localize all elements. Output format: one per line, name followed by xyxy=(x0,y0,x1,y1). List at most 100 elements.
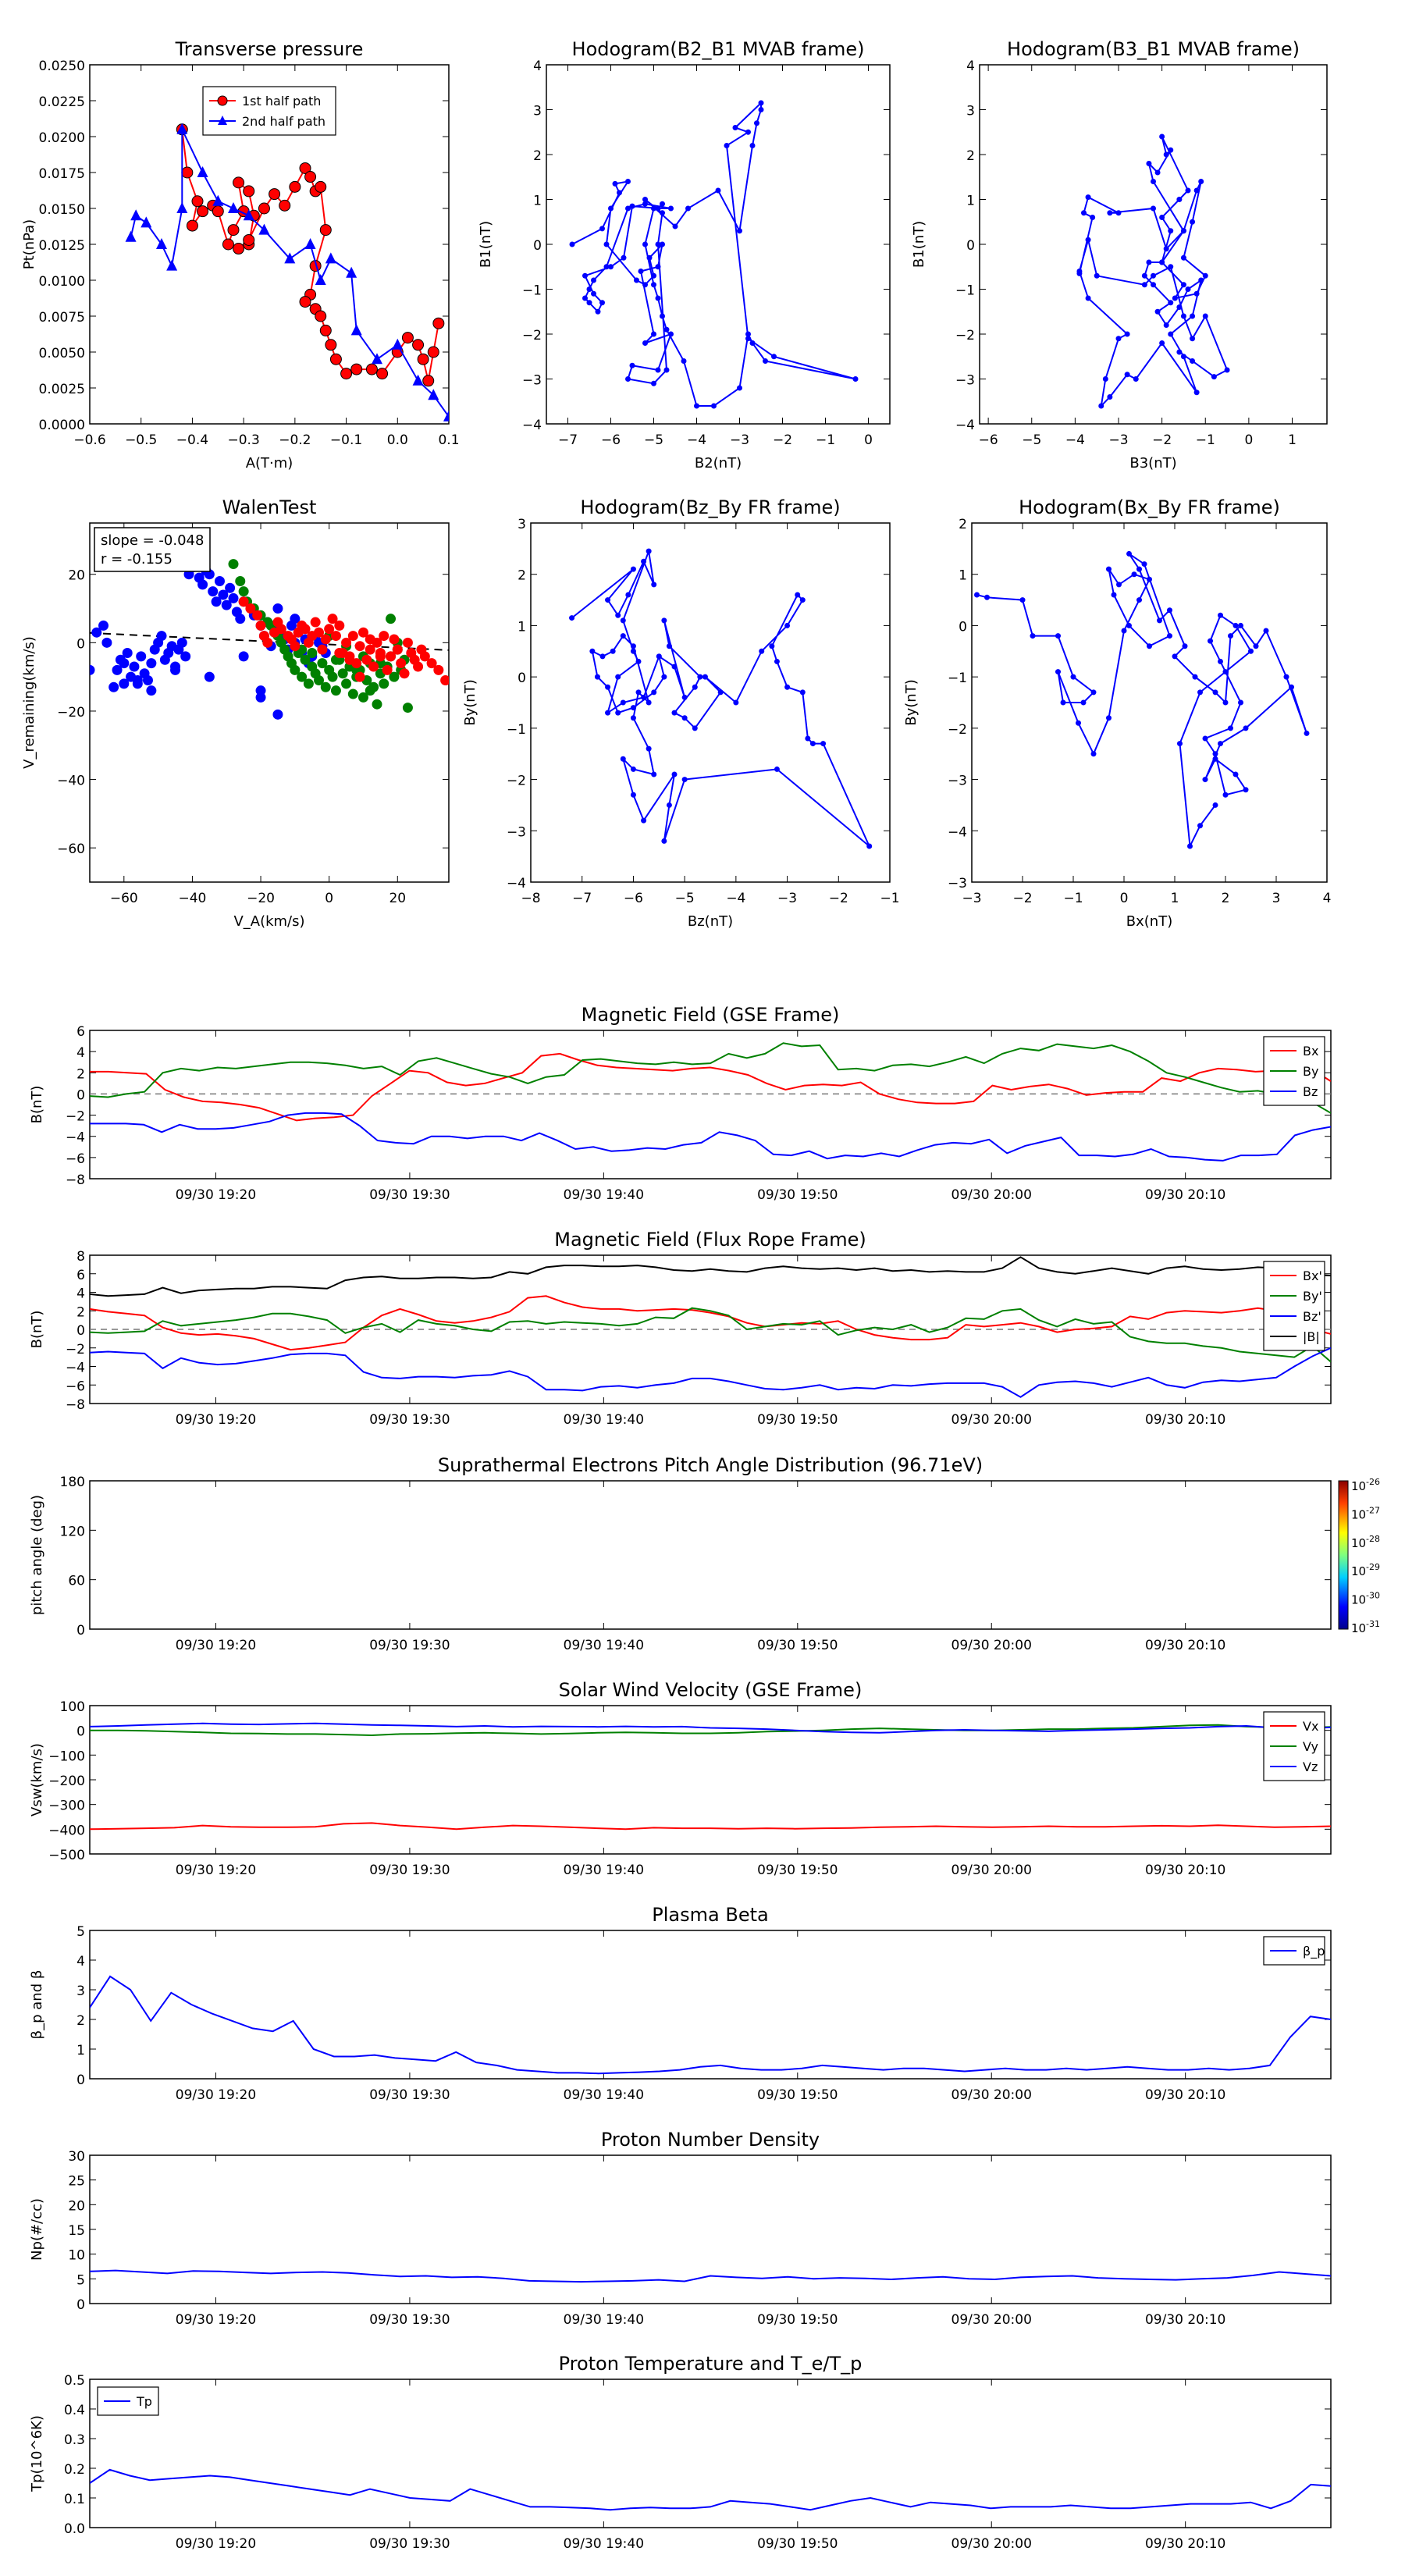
hodo_bzby-ytick-label: 3 xyxy=(518,517,526,532)
hodo_bzby-point xyxy=(625,592,631,598)
pad-colorbar-label: 10 xyxy=(1351,1507,1366,1521)
beta-xtick-label: 09/30 19:30 xyxy=(369,2087,450,2103)
hodo_bxby-point xyxy=(1106,715,1112,721)
hodo_b2b1-point xyxy=(599,300,605,306)
walen-xtick-label: −60 xyxy=(110,891,138,906)
hodo_b3b1-point xyxy=(1185,187,1191,194)
walen-point xyxy=(334,620,345,631)
hodo_bxby-point xyxy=(1243,787,1249,793)
transverse-point xyxy=(258,223,270,235)
mag_gse-xtick-label: 09/30 19:30 xyxy=(369,1187,450,1203)
pad-colorbar-label: 10 xyxy=(1351,1536,1366,1550)
mag_fr-ytick-label: −6 xyxy=(66,1379,85,1394)
density-panel: Proton Number Density 0 5 10 15 20 25 30 09/30 1… xyxy=(29,2129,1332,2328)
walen-point xyxy=(245,603,256,614)
walen-ytick-label: −40 xyxy=(57,774,85,789)
walen-xtick-label: −40 xyxy=(178,891,206,906)
mag_fr-ytick-label: −2 xyxy=(66,1342,85,1357)
hodo_b2b1-point xyxy=(651,205,656,212)
mag_fr-ytick-label: 2 xyxy=(76,1304,85,1320)
hodo_b3b1-panel: Hodogram(B3_B1 MVAB frame) −4 −3 −2 −1 0 1 2 3 4 −… xyxy=(911,38,1328,471)
hodo_bxby-point xyxy=(1197,823,1203,829)
transverse-ytick-label: 0.0225 xyxy=(39,94,85,110)
hodo_b2b1-point xyxy=(668,331,674,337)
walen-point xyxy=(382,664,393,675)
mag_gse-legend-label: Bx xyxy=(1303,1044,1318,1059)
hodo_b3b1-point xyxy=(1190,219,1196,225)
hodo_b3b1-point xyxy=(1190,336,1196,342)
hodo_b2b1-point xyxy=(660,313,665,319)
walen-point xyxy=(402,637,413,648)
hodo_bxby-ytick-label: 0 xyxy=(959,619,967,635)
vsw-legend-label: Vz xyxy=(1303,1759,1318,1774)
hodo_bzby-point xyxy=(620,699,626,706)
hodo_b2b1-point xyxy=(754,120,759,126)
hodo_bzby-point xyxy=(809,741,816,747)
walen-point xyxy=(146,658,157,669)
hodo_bzby-point xyxy=(666,643,672,649)
vsw-plot-area xyxy=(90,1722,1331,1831)
hodo_bzby-point xyxy=(733,699,739,706)
transverse-panel: Transverse pressure 0.0000 0.0025 0.0050 0.0… xyxy=(21,38,460,471)
vsw-legend-label: Vy xyxy=(1303,1739,1318,1754)
hodo_b2b1-point xyxy=(745,336,751,342)
hodo_b3b1-series-line xyxy=(1078,136,1229,408)
walen-point xyxy=(238,586,249,597)
hodo_bzby-point xyxy=(799,597,806,603)
vsw-xtick-label: 09/30 19:50 xyxy=(757,1863,838,1878)
transverse-ylabel: Pt(nPa) xyxy=(21,219,37,269)
hodo_bxby-point xyxy=(1126,550,1132,557)
hodo_bxby-point xyxy=(1232,771,1239,777)
hodo_bzby-point xyxy=(620,633,626,639)
mag_fr-ytick-label: 4 xyxy=(76,1286,85,1302)
transverse-point xyxy=(329,353,342,365)
walen-point xyxy=(341,678,352,689)
hodo_bxby-point xyxy=(1212,756,1218,762)
pad-xtick-label: 09/30 20:10 xyxy=(1145,1638,1225,1653)
walen-point xyxy=(392,644,403,655)
walen-axes-frame xyxy=(89,522,450,883)
walen-point xyxy=(214,575,225,586)
walen-point xyxy=(290,614,301,624)
hodo_b2b1-point xyxy=(599,226,605,232)
hodo_b3b1-ytick-label: −4 xyxy=(955,418,975,433)
hodo_bxby-ytick-label: −3 xyxy=(948,876,967,891)
walen-point xyxy=(426,658,437,669)
hodo_bzby-point xyxy=(605,710,611,716)
hodo_bzby-point xyxy=(630,643,636,649)
transverse-point xyxy=(186,219,198,232)
hodo_bzby-point xyxy=(784,684,791,690)
walen-point xyxy=(136,651,147,662)
hodo_b2b1-xtick-label: −1 xyxy=(816,432,835,448)
walen-point xyxy=(211,596,222,607)
hodo_bxby-point xyxy=(1222,669,1229,675)
hodo_b3b1-point xyxy=(1168,228,1174,234)
vsw-legend: Vx Vy Vz xyxy=(1263,1711,1325,1781)
hodo_b3b1-point xyxy=(1193,290,1200,297)
transverse-point xyxy=(243,233,255,246)
pad-colorbar-exponent: -26 xyxy=(1366,1477,1380,1487)
mag_fr-legend: Bx' By' Bz' |B| xyxy=(1263,1261,1325,1351)
hodo_bzby-point xyxy=(769,643,775,649)
walen-annotation-line: slope = -0.048 xyxy=(101,532,204,549)
hodo_bzby-point xyxy=(681,715,688,721)
pad-xtick-label: 09/30 19:50 xyxy=(757,1638,838,1653)
hodo_b3b1-point xyxy=(1180,354,1186,360)
hodo_b2b1-panel: Hodogram(B2_B1 MVAB frame) −4 −3 −2 −1 0 1 2 3 4 −… xyxy=(478,38,891,471)
hodo_bxby-point xyxy=(1172,653,1178,660)
vsw-xtick-label: 09/30 19:40 xyxy=(564,1863,644,1878)
walen-point xyxy=(98,620,109,631)
walen-point xyxy=(361,654,372,665)
temp-ytick-label: 0.4 xyxy=(64,2403,85,2418)
hodo_b2b1-point xyxy=(745,331,751,337)
transverse-point xyxy=(304,238,316,249)
walen-point xyxy=(320,634,331,645)
hodo_bxby-point xyxy=(1157,617,1162,624)
hodo_b2b1-point xyxy=(852,376,859,382)
walen-xtick-label: −20 xyxy=(247,891,275,906)
hodo_bxby-ytick-label: −4 xyxy=(948,824,967,840)
hodo_bxby-point xyxy=(1218,658,1223,664)
hodo_bxby-xtick-label: −1 xyxy=(1063,891,1083,906)
hodo_bxby-point xyxy=(1304,730,1310,736)
hodo_b3b1-point xyxy=(1163,322,1169,328)
